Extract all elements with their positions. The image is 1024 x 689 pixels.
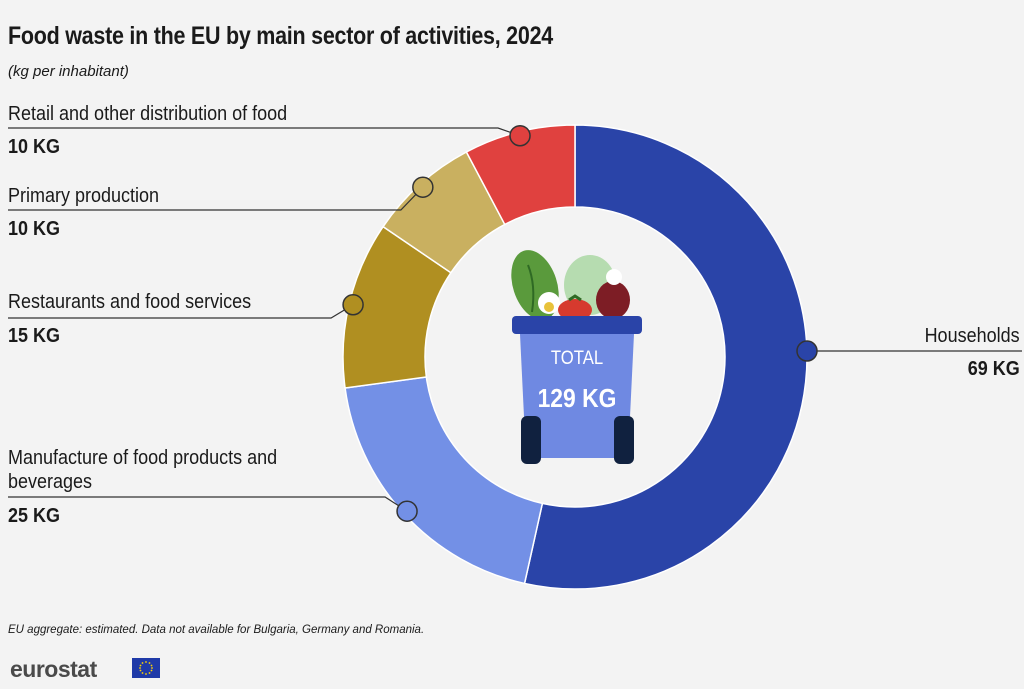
connector-dot-retail (509, 124, 531, 147)
connector-line-retail (8, 127, 521, 137)
donut-slice-manufacture (344, 376, 544, 585)
total-value: 129 KG (537, 383, 617, 413)
label-primary: Primary production (8, 185, 160, 207)
footnote: EU aggregate: estimated. Data not availa… (8, 624, 425, 636)
label-manufacture: Manufacture of food products and beverag… (8, 447, 278, 493)
eurostat-logo: eurostat (10, 656, 97, 682)
value-primary: 10 KG (8, 218, 61, 240)
total-label: TOTAL (550, 348, 604, 369)
label-retail: Retail and other distribution of food (8, 103, 288, 125)
label-restaurants: Restaurants and food services (8, 291, 252, 313)
value-manufacture: 25 KG (8, 505, 61, 527)
eu-flag-icon (132, 658, 160, 678)
connector-dot-households (796, 340, 818, 362)
connector-dot-manufacture (396, 500, 418, 522)
value-households: 69 KG (967, 358, 1020, 380)
value-restaurants: 15 KG (8, 325, 61, 347)
connector-dot-primary (412, 176, 434, 198)
connector-line-manufacture (8, 496, 408, 512)
connector-dot-restaurants (342, 293, 364, 316)
chart-title: Food waste in the EU by main sector of a… (8, 22, 553, 50)
donut-slice-households (523, 124, 808, 590)
waste-bin-icon (511, 250, 642, 464)
label-households: Households (924, 325, 1020, 347)
chart-subtitle: (kg per inhabitant) (8, 63, 129, 80)
value-retail: 10 KG (8, 136, 61, 158)
donut-slice-retail (465, 124, 576, 226)
